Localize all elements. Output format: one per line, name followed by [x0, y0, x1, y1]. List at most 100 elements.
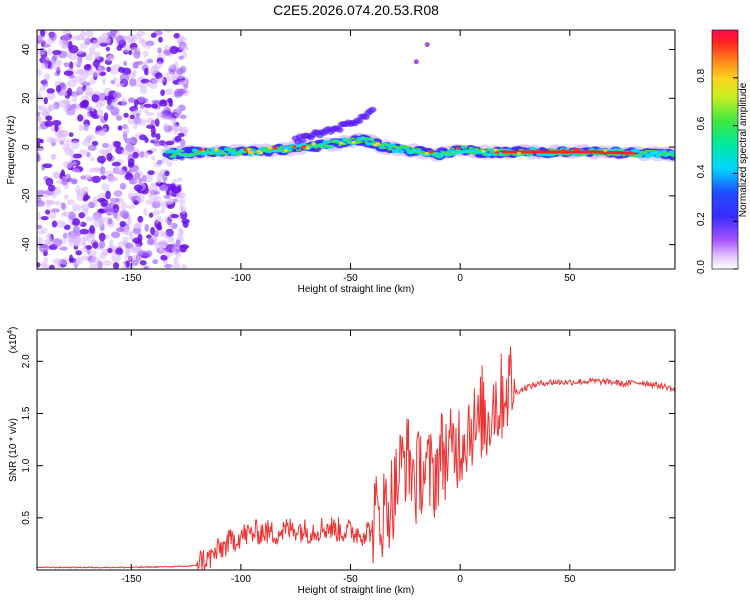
band-core-green [166, 150, 171, 153]
noise-point [61, 202, 66, 210]
noise-point [103, 36, 111, 43]
band-core-green [548, 148, 552, 151]
noise-point [177, 227, 183, 233]
band-core-green [552, 153, 559, 156]
band-hotspot [351, 140, 356, 144]
noise-point [82, 99, 90, 108]
noise-point [80, 203, 90, 213]
noise-point [81, 186, 89, 195]
noise-point [153, 230, 160, 238]
band-core-green [505, 153, 511, 156]
noise-point [124, 254, 132, 262]
band-core-green [287, 149, 293, 153]
band-core-green [500, 148, 505, 151]
noise-point [180, 263, 187, 269]
noise-point [164, 216, 169, 224]
snr-ytick-label: 0.5 [21, 510, 32, 524]
noise-point [117, 66, 125, 73]
noise-point [48, 104, 57, 111]
noise-point [82, 240, 87, 247]
band-core-green [664, 151, 668, 154]
band-core-green [240, 148, 244, 151]
band-hotspot [301, 145, 306, 149]
band-core-green [468, 146, 474, 150]
band-hotspot [456, 146, 461, 150]
band-hotspot [273, 146, 278, 150]
noise-point [85, 135, 93, 142]
noise-point [46, 237, 54, 246]
noise-point [166, 161, 173, 167]
spectrogram-xtick-label: 50 [564, 273, 576, 284]
noise-point [156, 172, 163, 181]
noise-point [107, 175, 117, 183]
noise-point [64, 98, 70, 108]
noise-point [115, 115, 123, 121]
noise-point [133, 184, 143, 192]
band-core-green [342, 142, 348, 145]
noise-point [134, 222, 143, 230]
noise-point [48, 211, 57, 220]
noise-point [143, 151, 150, 158]
noise-point [37, 115, 43, 124]
band-hotspot [214, 148, 219, 152]
band-core-green [580, 153, 584, 156]
noise-point [79, 30, 86, 39]
noise-point [157, 221, 162, 230]
noise-point [169, 64, 176, 70]
noise-point [127, 158, 135, 166]
spectrogram-ylabel: Frequency (Hz) [6, 116, 17, 185]
noise-point [52, 50, 62, 55]
noise-point [165, 72, 171, 79]
band-core-green [276, 149, 282, 153]
noise-point [158, 36, 163, 43]
band-core-cyan [191, 148, 199, 153]
noise-point [68, 148, 75, 158]
noise-point [167, 237, 175, 243]
noise-point [71, 93, 78, 103]
noise-point [158, 100, 168, 107]
noise-point [129, 136, 139, 145]
noise-point [154, 61, 163, 69]
band-core-green [176, 153, 182, 156]
band-core-green [661, 153, 666, 156]
noise-point [132, 227, 142, 235]
noise-point [164, 263, 173, 269]
band-core-green [368, 138, 374, 141]
band-hotspot [339, 141, 344, 145]
band-hotspot [246, 148, 251, 152]
band-core-green [550, 148, 555, 151]
noise-point [144, 67, 149, 76]
noise-point [109, 208, 120, 213]
noise-point [37, 230, 45, 235]
noise-point [109, 197, 116, 203]
band-core-green [326, 145, 332, 148]
noise-point [172, 118, 177, 126]
snr-multiplier-exp: 4 [7, 330, 14, 334]
noise-point [59, 89, 69, 97]
chart-title: C2E5.2026.074.20.53.R08 [273, 2, 439, 18]
noise-point [43, 73, 51, 81]
noise-point [145, 111, 155, 117]
band-core-green [461, 146, 465, 149]
noise-point [153, 140, 162, 147]
noise-point [73, 241, 82, 248]
noise-point [102, 259, 113, 266]
noise-point [41, 56, 50, 64]
noise-point [74, 256, 84, 266]
noise-point [44, 120, 54, 127]
noise-point [116, 35, 125, 45]
noise-point [136, 83, 146, 88]
band-core-green [595, 153, 600, 156]
noise-point [93, 262, 99, 269]
noise-point [63, 70, 74, 77]
noise-point [37, 111, 41, 117]
noise-point [37, 262, 41, 268]
noise-point [174, 135, 182, 142]
noise-point [167, 97, 173, 104]
noise-point [47, 47, 52, 56]
noise-point [115, 227, 125, 233]
noise-point [154, 216, 163, 225]
noise-point [54, 71, 61, 77]
band-core-green [361, 136, 366, 139]
band-core-green [231, 148, 237, 151]
